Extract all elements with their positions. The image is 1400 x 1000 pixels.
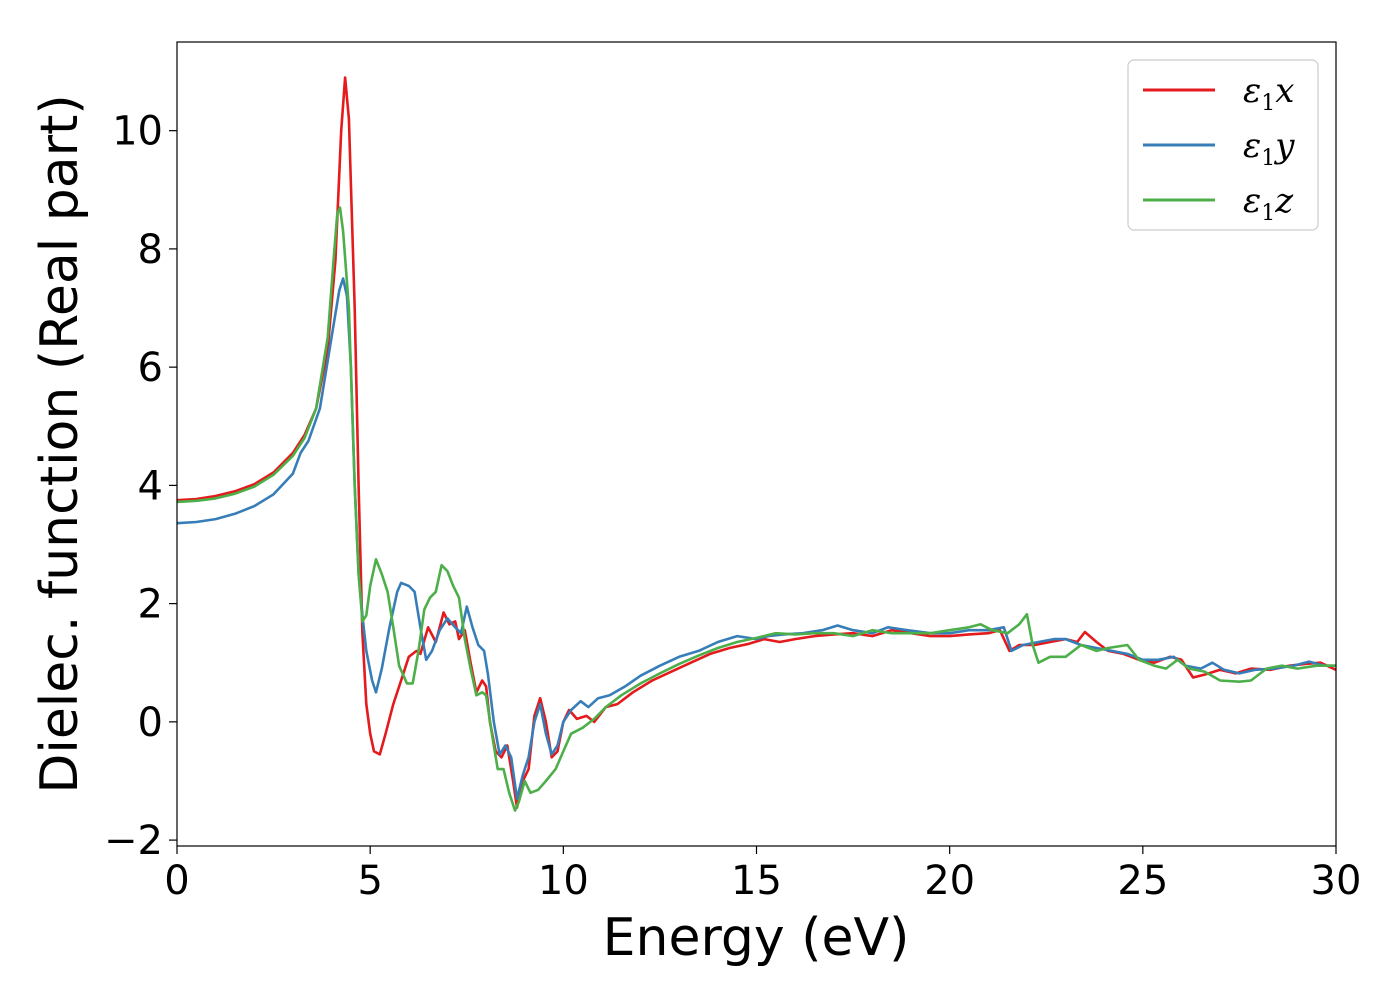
y-tick-label: 10 [112, 109, 163, 155]
series-line-3 [177, 206, 1336, 812]
y-axis: −2 0 2 4 6 8 10 [104, 109, 177, 864]
x-tick-label: 20 [924, 858, 975, 904]
x-axis-label: Energy (eV) [603, 908, 910, 968]
x-tick-label: 10 [538, 858, 589, 904]
x-tick-label: 15 [731, 858, 782, 904]
x-tick-label: 25 [1117, 858, 1168, 904]
y-tick-label: 4 [138, 463, 163, 509]
legend-label-3: ε1z [1243, 181, 1294, 226]
legend-box [1127, 59, 1319, 231]
y-tick-label: 2 [138, 582, 163, 628]
legend-label-2: ε1y [1243, 126, 1295, 171]
x-tick-label: 30 [1311, 858, 1362, 904]
x-tick-label: 0 [164, 858, 189, 904]
series-layer [177, 76, 1336, 812]
y-axis-label: Dielec. function (Real part) [30, 94, 90, 793]
legend: ε1x ε1y ε1z [1127, 59, 1319, 231]
y-tick-label: 0 [138, 700, 163, 746]
legend-label-1: ε1x [1243, 71, 1294, 116]
y-tick-label: 8 [138, 227, 163, 273]
x-tick-label: 5 [357, 858, 382, 904]
x-axis: 0 5 10 15 20 25 30 [164, 846, 1361, 904]
y-tick-label: −2 [104, 818, 163, 864]
y-tick-label: 6 [138, 345, 163, 391]
